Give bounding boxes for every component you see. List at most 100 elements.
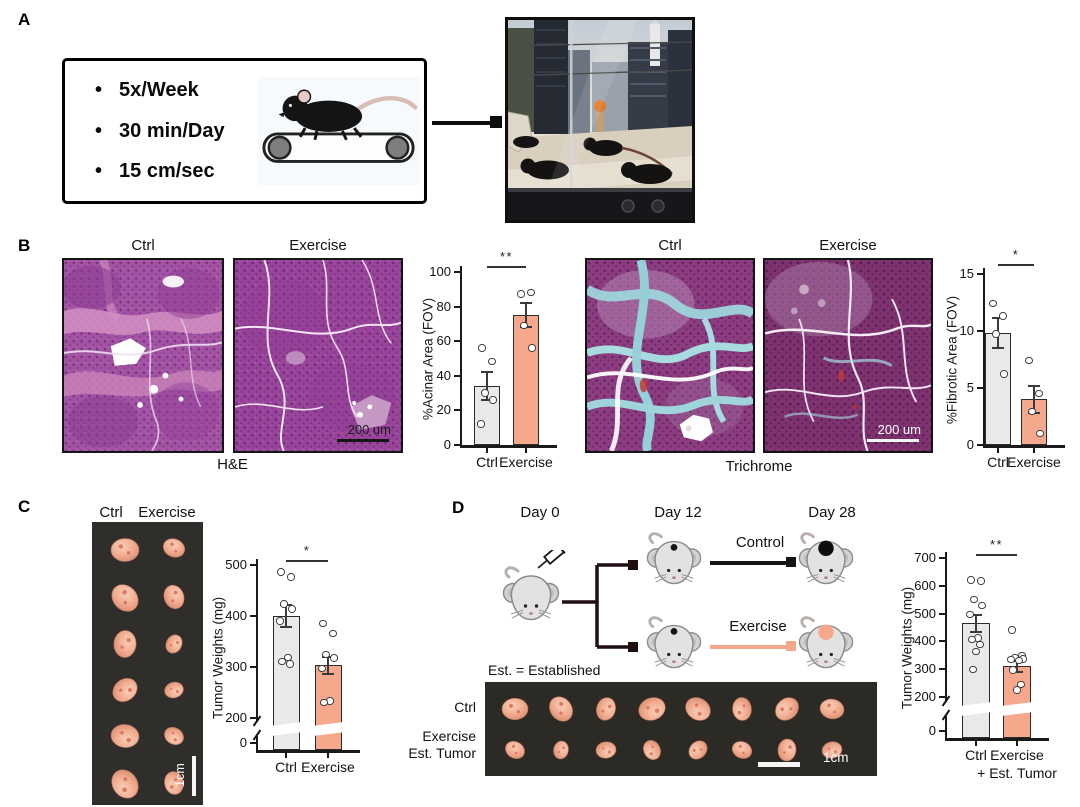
error-cap [1028,384,1040,387]
y-tick-label: 500 [914,605,936,621]
x-category-label: Exercise [990,747,1044,763]
protocol-bullet-speed: 15 cm/sec [95,160,275,183]
trichrome-stain-caption: Trichrome [725,458,793,475]
y-tick-label: 300 [914,661,936,677]
data-point [322,650,330,659]
trichrome-ctrl-image [585,258,755,453]
day28-label: Day 28 [808,504,856,521]
y-tick-label: 0 [966,437,974,452]
data-point [1025,356,1033,365]
x-tick [285,752,287,758]
y-tick [454,444,460,446]
data-point [966,610,974,619]
panel-c-label: C [18,497,31,516]
data-point [319,619,327,628]
significance-line [487,266,526,268]
tumor-photo-d-scale-label: 1cm [823,750,849,765]
data-point [1017,680,1025,689]
y-tick-label: 200 [225,710,247,725]
data-point [320,698,328,707]
y-tick-label: 600 [914,577,936,593]
data-point [1035,389,1043,398]
data-point [976,640,984,649]
y-axis-line [460,266,463,447]
y-tick [250,615,256,617]
y-tick [250,666,256,668]
mouse-day12-exercise [646,616,702,669]
trichrome-scale-bar-label: 200 um [877,422,921,437]
error-cap [322,672,334,675]
data-point [970,595,978,604]
y-tick [939,612,945,615]
tumor-photo-c: 1cm [92,522,203,805]
data-point [477,420,485,428]
data-point [478,344,486,352]
data-point [968,635,976,644]
y-tick [454,305,460,308]
y-tick [939,696,945,698]
x-category-label: Ctrl [965,747,987,763]
exercise-arm-arrow-end [786,641,796,651]
mouse-day0-injection [502,550,566,621]
tumor-photo-d-scale-bar [758,762,800,767]
x-axis-line [256,750,360,753]
data-point [488,357,496,366]
y-tick-label: 400 [225,608,247,623]
x-tick [1033,447,1035,453]
x-tick [975,740,977,746]
treadmill-photo-scene [508,20,692,220]
data-point [977,577,985,585]
data-point [280,600,288,608]
protocol-bullet-frequency: 5x/Week [95,79,275,102]
data-point [992,330,1000,338]
hne-stain-caption: H&E [217,456,248,473]
mouse-day28-control-tumor [798,532,854,585]
significance-stars: ** [989,537,1004,552]
data-point [972,647,980,656]
error-bar [1016,660,1018,672]
y-axis-line [256,559,259,752]
data-point [999,312,1007,320]
error-cap [992,347,1004,350]
y-tick-label: 400 [914,633,936,649]
y-tick [977,444,983,446]
panel-b-label: B [18,236,31,255]
tumor-photo-d-row1-label: Ctrl [454,699,476,715]
data-point [517,290,525,298]
data-point [528,344,536,352]
bar-exercise [513,315,539,445]
x-axis-line [460,445,557,448]
data-point [318,664,326,673]
data-point [978,601,986,610]
data-point [329,629,337,638]
data-point [527,288,535,297]
significance-stars: ** [499,249,514,264]
y-tick [454,374,460,377]
error-bar [1033,385,1035,414]
y-tick [977,387,983,389]
error-cap [970,613,982,616]
y-axis-line [945,552,948,740]
control-arm-arrow-end [786,557,796,567]
exercise-arm-arrow [710,645,786,649]
y-zero-label: 0 [239,735,247,750]
day12-label: Day 12 [654,504,702,521]
mouse-day28-exercise-tumor [798,616,854,669]
connector-line [432,121,492,125]
data-point [989,299,997,308]
y-tick-label: 500 [225,557,247,572]
y-tick-label: 5 [966,380,974,395]
error-bar [975,614,977,632]
data-point [330,654,338,662]
error-cap [481,399,493,402]
chart-fibrotic: %Fibrotic Area (FOV) 0 5 10 15 Ctrl Exercise * [930,247,1080,490]
tumor-photo-c-ctrl-label: Ctrl [99,504,123,521]
data-point [489,396,497,404]
x-category-label: Exercise [499,454,553,470]
error-bar [327,657,329,674]
y-tick [939,730,945,732]
x-axis-line [945,738,1049,741]
syringe-icon [537,550,566,569]
chart-tumorC: Tumor Weights (mg) 200 300 400 500 0 Ctrl Exerc… [210,528,365,806]
